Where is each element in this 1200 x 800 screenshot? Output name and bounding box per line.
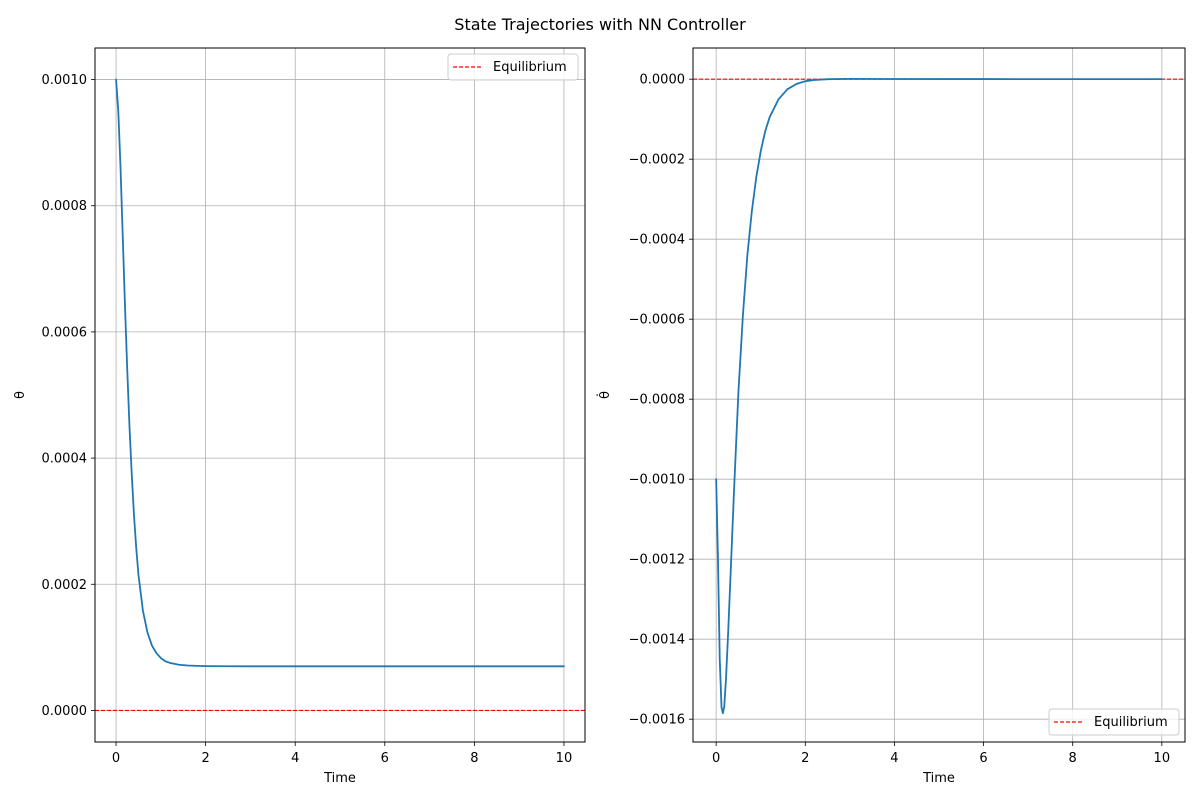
theta-dot-legend: Equilibrium: [1048, 708, 1180, 736]
theta-dot-x-tick-label: 6: [979, 751, 987, 766]
theta-dot-axes-frame: [692, 47, 1186, 743]
theta-y-tick-label: 0.0006: [42, 325, 88, 340]
theta-x-tick-label: 4: [291, 751, 299, 766]
theta-dot-ylabel: θ̇: [597, 391, 613, 399]
theta-dot-grid: [693, 48, 1185, 742]
theta-ylabel: θ: [13, 391, 28, 399]
theta-series-layer: [115, 78, 565, 668]
theta-dot-y-tick-label: −0.0010: [629, 473, 685, 488]
figure-title: State Trajectories with NN Controller: [454, 15, 746, 34]
theta-dot-legend-label: Equilibrium: [1094, 715, 1168, 730]
theta-axes-frame: [94, 47, 586, 743]
theta-ticks: 0 2 4 6 8 10 0.0000 0.0002 0.0004 0.0006 0.0008 0.0…: [42, 73, 573, 766]
theta-dot-y-tick-label: −0.0014: [629, 633, 685, 648]
theta-legend-box: [447, 53, 579, 81]
theta-subplot: 0 2 4 6 8 10 0.0000 0.0002 0.0004 0.0006 0.0008 0.0…: [13, 47, 586, 786]
theta-dot-y-tick-label: −0.0004: [629, 233, 685, 248]
theta-trajectory-line: [115, 78, 565, 668]
theta-dot-y-tick-label: −0.0008: [629, 393, 685, 408]
theta-dot-y-tick-label: −0.0002: [629, 153, 685, 168]
theta-dot-x-tick-label: 0: [712, 751, 720, 766]
theta-dot-ticks: 0 2 4 6 8 10 −0.0016 −0.0014 −0.0012 −0.0010 −0.00…: [629, 73, 1170, 766]
theta-y-tick-label: 0.0008: [42, 199, 88, 214]
theta-dot-y-tick-label: −0.0006: [629, 313, 685, 328]
theta-y-tick-label: 0.0000: [42, 704, 88, 719]
theta-dot-y-tick-label: −0.0016: [629, 713, 685, 728]
theta-y-tick-label: 0.0004: [42, 452, 88, 467]
theta-x-tick-label: 0: [112, 751, 120, 766]
theta-legend: Equilibrium: [447, 53, 579, 81]
theta-dot-series-layer: [715, 77, 1163, 715]
theta-dot-x-tick-label: 2: [801, 751, 809, 766]
theta-dot-x-tick-label: 4: [890, 751, 898, 766]
theta-legend-label: Equilibrium: [493, 60, 567, 75]
theta-dot-x-tick-label: 10: [1154, 751, 1171, 766]
theta-x-tick-label: 2: [201, 751, 209, 766]
theta-dot-legend-box: [1048, 708, 1180, 736]
theta-y-tick-label: 0.0010: [42, 73, 88, 88]
theta-grid: [95, 48, 585, 742]
theta-x-tick-label: 10: [556, 751, 573, 766]
theta-xlabel: Time: [323, 771, 356, 786]
theta-x-tick-label: 8: [470, 751, 478, 766]
theta-dot-y-tick-label: −0.0012: [629, 553, 685, 568]
theta-dot-x-tick-label: 8: [1069, 751, 1077, 766]
theta-x-tick-label: 6: [381, 751, 389, 766]
theta-dot-trajectory-line: [715, 77, 1163, 715]
theta-dot-xlabel: Time: [922, 771, 955, 786]
theta-dot-y-tick-label: 0.0000: [640, 73, 686, 88]
theta-y-tick-label: 0.0002: [42, 578, 88, 593]
theta-dot-subplot: 0 2 4 6 8 10 −0.0016 −0.0014 −0.0012 −0.0010 −0.00…: [597, 47, 1186, 786]
